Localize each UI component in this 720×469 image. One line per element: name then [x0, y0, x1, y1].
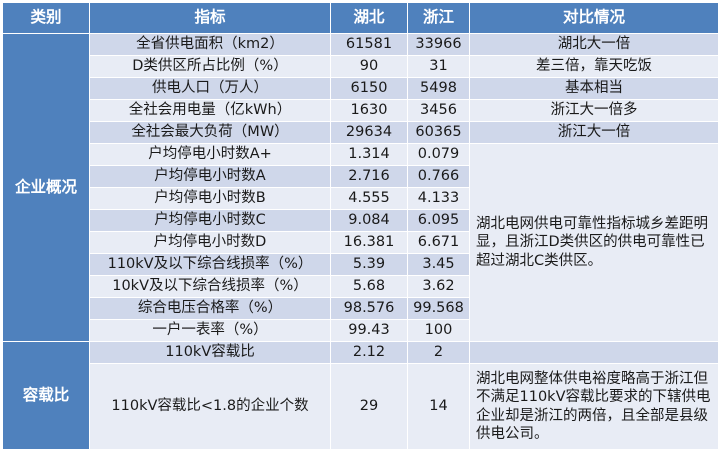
table-row: 企业概况 全省供电面积（km2） 61581 33966 湖北大一倍 [2, 33, 719, 342]
indicator-cell: 110kV容载比 [89, 341, 331, 364]
zhejiang-cell: 14 [407, 363, 470, 450]
comparison-cell: 基本相当 [469, 77, 719, 100]
zhejiang-cell: 0.079 [407, 143, 470, 166]
indicator-cell: 110kV及以下综合线损率（%） [89, 253, 331, 276]
hubei-cell: 9.084 [330, 209, 408, 232]
hubei-cell: 6150 [330, 77, 408, 100]
table-row: 全社会最大负荷（MW） 29634 60365 浙江大一倍 [3, 121, 719, 144]
table-row: 综合电压合格率（%） 98.576 99.568 [3, 297, 719, 320]
zhejiang-cell: 31 [407, 55, 470, 78]
section-enterprise: 企业概况 [2, 33, 90, 342]
hubei-cell: 90 [330, 55, 408, 78]
table-row: 110kV容载比<1.8的企业个数 29 14 湖北电网整体供电裕度略高于浙江但… [3, 363, 719, 450]
hubei-cell: 2.12 [330, 341, 408, 364]
indicator-cell: D类供区所占比例（%） [89, 55, 331, 78]
hubei-cell: 1630 [330, 99, 408, 122]
zhejiang-cell: 3.45 [407, 253, 470, 276]
zhejiang-cell: 99.568 [407, 297, 470, 320]
indicator-cell: 综合电压合格率（%） [89, 297, 331, 320]
comparison-table: 类别 指标 湖北 浙江 对比情况 企业概况 全省供电面积（km2） 61581 … [2, 2, 719, 450]
comparison-cell: 浙江大一倍多 [469, 99, 719, 122]
zhejiang-cell: 6.671 [407, 231, 470, 254]
hubei-cell: 61581 [330, 33, 408, 56]
table-header-row: 类别 指标 湖北 浙江 对比情况 [2, 2, 719, 34]
indicator-cell: 110kV容载比<1.8的企业个数 [89, 363, 331, 450]
zhejiang-cell: 33966 [407, 33, 470, 56]
reliability-note: 湖北电网供电可靠性指标城乡差距明显，且浙江D类供区的供电可靠性已超过湖北C类供区… [469, 143, 719, 342]
header-category: 类别 [2, 2, 90, 34]
header-indicator: 指标 [89, 2, 331, 34]
table-row: 一户一表率（%） 99.43 100 [3, 319, 719, 342]
indicator-cell: 户均停电小时数A+ [89, 143, 331, 166]
hubei-cell: 16.381 [330, 231, 408, 254]
indicator-cell: 户均停电小时数D [89, 231, 331, 254]
capacity-note-spacer [469, 341, 719, 364]
indicator-cell: 全社会最大负荷（MW） [89, 121, 331, 144]
indicator-cell: 全社会用电量（亿kWh） [89, 99, 331, 122]
zhejiang-cell: 100 [407, 319, 470, 342]
hubei-cell: 2.716 [330, 165, 408, 188]
zhejiang-cell: 0.766 [407, 165, 470, 188]
hubei-cell: 4.555 [330, 187, 408, 210]
table-row: D类供区所占比例（%） 90 31 差三倍，靠天吃饭 [3, 55, 719, 78]
indicator-cell: 户均停电小时数C [89, 209, 331, 232]
indicator-cell: 供电人口（万人） [89, 77, 331, 100]
indicator-cell: 户均停电小时数B [89, 187, 331, 210]
table-row: 全社会用电量（亿kWh） 1630 3456 浙江大一倍多 [3, 99, 719, 122]
table-row: 容载比 110kV容载比 2.12 2 [2, 341, 719, 450]
zhejiang-cell: 3.62 [407, 275, 470, 298]
hubei-cell: 99.43 [330, 319, 408, 342]
zhejiang-cell: 6.095 [407, 209, 470, 232]
comparison-cell: 湖北大一倍 [469, 33, 719, 56]
indicator-cell: 户均停电小时数A [89, 165, 331, 188]
zhejiang-cell: 3456 [407, 99, 470, 122]
zhejiang-cell: 60365 [407, 121, 470, 144]
table-row: 户均停电小时数D 16.381 6.671 [3, 231, 719, 254]
comparison-cell: 浙江大一倍 [469, 121, 719, 144]
indicator-cell: 一户一表率（%） [89, 319, 331, 342]
hubei-cell: 1.314 [330, 143, 408, 166]
zhejiang-cell: 2 [407, 341, 470, 364]
table-row: 户均停电小时数A 2.716 0.766 [3, 165, 719, 188]
header-zhejiang: 浙江 [407, 2, 470, 34]
table-row: 户均停电小时数A+ 1.314 0.079 湖北电网供电可靠性指标城乡差距明显，… [3, 143, 719, 342]
table-row: 供电人口（万人） 6150 5498 基本相当 [3, 77, 719, 100]
hubei-cell: 5.39 [330, 253, 408, 276]
zhejiang-cell: 5498 [407, 77, 470, 100]
capacity-note: 湖北电网整体供电裕度略高于浙江但不满足110kV容载比要求的下辖供电企业却是浙江… [469, 363, 719, 450]
hubei-cell: 29634 [330, 121, 408, 144]
table-row: 110kV及以下综合线损率（%） 5.39 3.45 [3, 253, 719, 276]
hubei-cell: 5.68 [330, 275, 408, 298]
table-row: 10kV及以下综合线损率（%） 5.68 3.62 [3, 275, 719, 298]
header-hubei: 湖北 [330, 2, 408, 34]
comparison-cell: 差三倍，靠天吃饭 [469, 55, 719, 78]
zhejiang-cell: 4.133 [407, 187, 470, 210]
indicator-cell: 全省供电面积（km2） [89, 33, 331, 56]
header-comparison: 对比情况 [469, 2, 719, 34]
table-row: 户均停电小时数B 4.555 4.133 [3, 187, 719, 210]
section-capacity: 容载比 [2, 341, 90, 450]
hubei-cell: 29 [330, 363, 408, 450]
indicator-cell: 10kV及以下综合线损率（%） [89, 275, 331, 298]
hubei-cell: 98.576 [330, 297, 408, 320]
